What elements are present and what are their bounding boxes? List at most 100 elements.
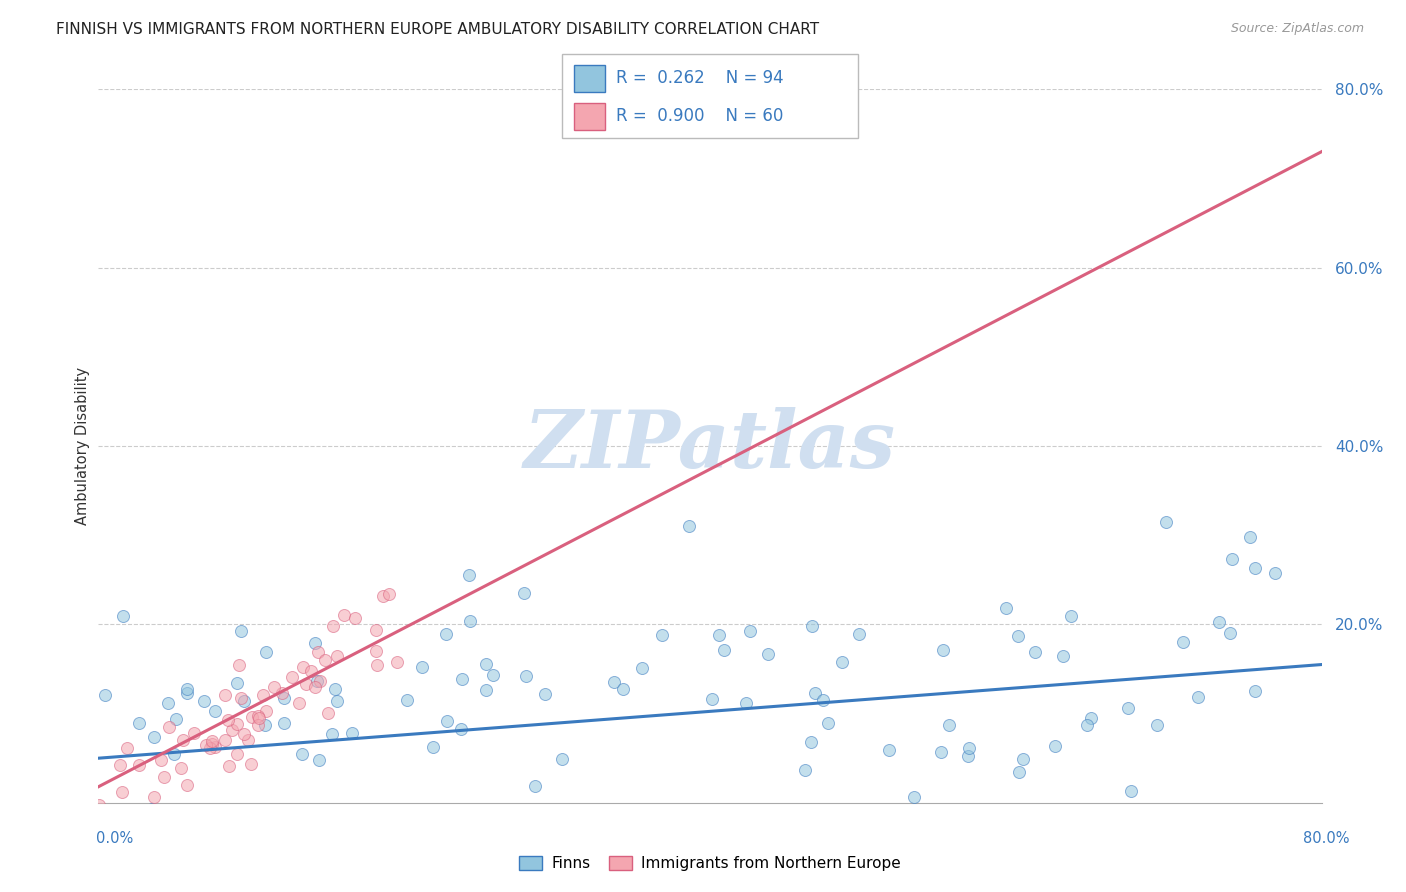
Point (128, 758, 150, 772)
Point (800, 735, 823, 749)
Y-axis label: Ambulatory Disability: Ambulatory Disability (75, 367, 90, 525)
Point (366, 623, 388, 637)
Point (1076, 718, 1098, 732)
Point (240, 756, 263, 771)
Point (200, 740, 222, 755)
Point (326, 648, 349, 663)
Point (183, 726, 205, 740)
Point (378, 587, 401, 601)
Point (308, 673, 330, 688)
Point (931, 745, 953, 759)
Point (524, 779, 547, 793)
Point (794, 763, 817, 777)
Point (94, 688, 117, 702)
Point (551, 752, 574, 766)
Point (1171, 635, 1194, 649)
Text: FINNISH VS IMMIGRANTS FROM NORTHERN EUROPE AMBULATORY DISABILITY CORRELATION CHA: FINNISH VS IMMIGRANTS FROM NORTHERN EURO… (56, 22, 820, 37)
Point (314, 653, 336, 667)
Point (1154, 515, 1177, 529)
Point (150, 753, 173, 767)
Point (271, 686, 294, 700)
Point (263, 681, 285, 695)
Point (195, 738, 218, 752)
Point (214, 688, 236, 702)
Point (1187, 690, 1209, 705)
Point (176, 686, 198, 700)
Point (960, 832, 983, 847)
Point (1219, 626, 1241, 640)
Point (281, 670, 304, 684)
Point (229, 624, 252, 638)
Point (221, 723, 243, 737)
Point (373, 589, 395, 603)
Point (163, 747, 186, 762)
Point (1043, 739, 1066, 754)
Point (534, 687, 557, 701)
Point (111, 609, 134, 624)
Point (110, 758, 132, 772)
Point (299, 664, 322, 678)
Point (316, 706, 339, 721)
Point (204, 740, 226, 755)
Point (201, 737, 224, 751)
Point (142, 730, 165, 744)
Point (450, 672, 472, 686)
Point (1220, 551, 1243, 566)
Point (801, 619, 824, 633)
Point (387, 655, 409, 669)
Point (238, 733, 260, 747)
Point (142, 790, 165, 805)
Point (422, 739, 444, 754)
Point (254, 704, 277, 718)
Point (176, 778, 198, 792)
Point (364, 643, 387, 657)
Point (1060, 609, 1083, 624)
Point (247, 718, 270, 732)
Point (956, 749, 979, 764)
Point (169, 761, 191, 775)
Point (1116, 700, 1139, 714)
Point (225, 676, 247, 690)
Point (804, 686, 827, 700)
Point (848, 627, 870, 641)
Point (1007, 629, 1029, 643)
Point (247, 708, 270, 723)
Point (1121, 784, 1143, 798)
Point (1208, 615, 1230, 629)
Point (713, 643, 735, 657)
Point (994, 600, 1017, 615)
Point (366, 657, 388, 672)
Point (115, 740, 138, 755)
Text: R =  0.262    N = 94: R = 0.262 N = 94 (616, 70, 783, 87)
Text: 80.0%: 80.0% (1303, 831, 1350, 846)
Point (141, 802, 163, 816)
Point (932, 642, 955, 657)
Point (273, 690, 295, 705)
Point (307, 673, 329, 688)
Point (176, 681, 198, 696)
Point (325, 694, 347, 708)
Point (307, 645, 329, 659)
Point (1146, 718, 1168, 732)
Point (475, 657, 498, 671)
Point (333, 607, 356, 622)
Point (225, 747, 247, 761)
Point (756, 648, 779, 662)
Point (304, 681, 326, 695)
Point (201, 734, 224, 748)
Point (396, 693, 419, 707)
Point (288, 696, 311, 710)
Point (128, 715, 150, 730)
Point (308, 753, 330, 767)
Point (156, 696, 179, 710)
Point (1024, 644, 1046, 658)
Point (678, 519, 700, 533)
Point (1052, 648, 1074, 663)
Point (233, 727, 256, 741)
Point (475, 682, 498, 697)
Point (252, 688, 274, 702)
Point (253, 718, 276, 732)
Point (434, 626, 457, 640)
Point (436, 714, 458, 728)
Point (411, 659, 433, 673)
